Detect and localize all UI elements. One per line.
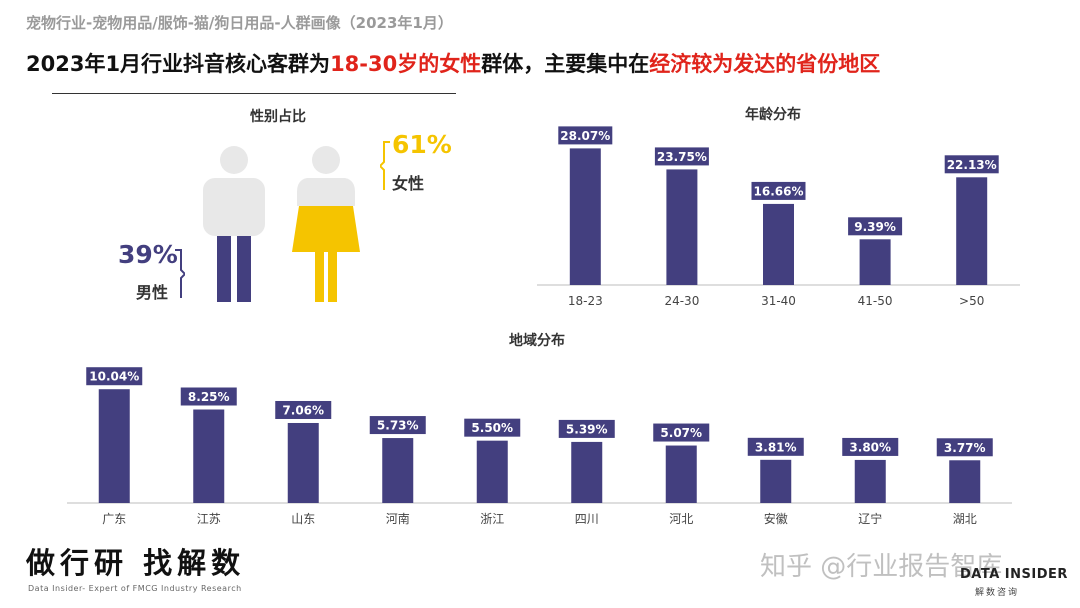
- headline-divider: [52, 93, 456, 94]
- region-bar: [98, 389, 130, 503]
- region-value-label: 10.04%: [89, 370, 139, 384]
- age-category-label: >50: [959, 294, 984, 308]
- gender-figures: [203, 146, 360, 302]
- age-value-label-bg: [848, 217, 903, 236]
- region-bar: [665, 445, 697, 503]
- region-value-label-bg: [180, 387, 237, 406]
- age-category-label: 24-30: [664, 294, 699, 308]
- female-label: 女性: [392, 174, 425, 193]
- age-value-label-bg: [654, 147, 709, 166]
- region-bar: [287, 422, 319, 503]
- region-value-label-bg: [464, 418, 521, 437]
- region-value-label: 3.80%: [849, 440, 891, 454]
- footer-slogan: 做行研 找解数: [26, 546, 246, 580]
- gender-section-title: 性别占比: [250, 109, 306, 125]
- male-brace-icon: [175, 249, 185, 298]
- region-bar: [571, 441, 603, 503]
- region-value-label: 8.25%: [188, 390, 230, 404]
- region-value-label: 3.81%: [755, 440, 797, 454]
- age-bar: [859, 239, 891, 285]
- age-value-label: 23.75%: [657, 150, 707, 164]
- region-value-label-bg: [558, 419, 615, 438]
- male-figure-icon: [203, 146, 265, 302]
- region-value-label: 5.07%: [660, 426, 702, 440]
- region-bar: [193, 409, 225, 503]
- region-category-label: 辽宁: [858, 511, 882, 526]
- age-bar: [666, 169, 698, 285]
- male-label: 男性: [136, 283, 169, 302]
- age-value-label: 22.13%: [947, 158, 997, 172]
- region-category-label: 山东: [291, 512, 315, 526]
- region-category-label: 广东: [102, 512, 126, 526]
- region-category-label: 浙江: [480, 512, 504, 526]
- age-category-label: 18-23: [568, 294, 603, 308]
- age-category-label: 31-40: [761, 294, 796, 308]
- region-value-label: 5.50%: [471, 421, 513, 435]
- footer-slogan-sub: Data Insider- Expert of FMCG Industry Re…: [28, 584, 242, 593]
- region-value-label-bg: [275, 400, 332, 419]
- brand-sub-text: 解数咨询: [975, 588, 1020, 598]
- region-value-label-bg: [653, 423, 710, 442]
- region-category-label: 河北: [669, 512, 693, 526]
- headline-highlight-age-gender: 18-30岁的女性: [330, 52, 482, 76]
- region-value-label-bg: [369, 416, 426, 435]
- region-category-label: 湖北: [953, 511, 977, 526]
- region-value-label: 5.73%: [377, 419, 419, 433]
- region-category-label: 河南: [386, 511, 410, 526]
- region-value-label: 7.06%: [282, 403, 324, 417]
- headline-part1: 2023年1月行业抖音核心客群为: [26, 52, 331, 76]
- page-headline: 2023年1月行业抖音核心客群为18-30岁的女性群体，主要集中在经济较为发达的…: [26, 48, 880, 78]
- age-bar: [956, 177, 988, 285]
- watermark: 知乎 @行业报告智库: [760, 552, 1003, 582]
- region-value-label-bg: [747, 437, 804, 456]
- male-percentage: 39%: [118, 240, 178, 269]
- female-percentage: 61%: [392, 130, 452, 159]
- region-chart-title: 地域分布: [509, 333, 565, 349]
- brand-logo-text: DATA INSIDER: [960, 567, 1068, 582]
- age-value-label: 28.07%: [560, 129, 610, 143]
- age-value-label-bg: [751, 181, 806, 200]
- headline-highlight-region: 经济较为发达的省份地区: [649, 52, 881, 76]
- age-value-label: 16.66%: [754, 184, 804, 198]
- page-subtitle: 宠物行业-宠物用品/服饰-猫/狗日用品-人群画像（2023年1月）: [26, 14, 453, 32]
- region-value-label: 5.39%: [566, 422, 608, 436]
- region-bar: [382, 438, 414, 503]
- region-bar: [949, 460, 981, 503]
- region-category-label: 江苏: [197, 512, 221, 526]
- female-figure-icon: [292, 146, 360, 302]
- age-bar: [763, 203, 794, 285]
- region-category-label: 安徽: [764, 511, 788, 526]
- region-bar: [760, 459, 792, 503]
- headline-part2: 群体，主要集中在: [481, 52, 650, 76]
- region-value-label: 3.77%: [944, 441, 986, 455]
- region-value-label-bg: [86, 367, 143, 386]
- age-value-label-bg: [944, 155, 999, 174]
- age-chart-title: 年龄分布: [745, 107, 801, 123]
- region-category-label: 四川: [575, 512, 599, 526]
- female-brace-icon: [380, 141, 390, 190]
- age-category-label: 41-50: [858, 294, 893, 308]
- age-value-label: 9.39%: [854, 220, 896, 234]
- region-bar: [476, 440, 508, 503]
- region-value-label-bg: [842, 437, 899, 456]
- age-bar: [569, 148, 601, 285]
- age-value-label-bg: [558, 126, 613, 145]
- region-bar: [854, 459, 886, 503]
- region-value-label-bg: [936, 438, 993, 457]
